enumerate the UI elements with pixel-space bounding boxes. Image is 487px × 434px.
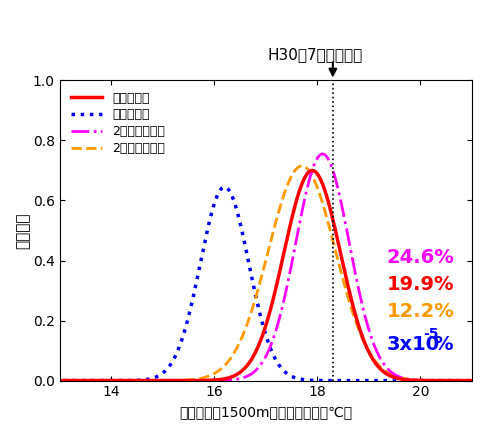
- Y-axis label: 発生頻度: 発生頻度: [15, 212, 30, 249]
- Text: 12.2%: 12.2%: [387, 302, 455, 321]
- X-axis label: 日本上空約1500mの月平均気温（℃）: 日本上空約1500mの月平均気温（℃）: [179, 405, 353, 419]
- Text: 24.6%: 24.6%: [387, 248, 455, 267]
- Text: 3x10: 3x10: [387, 335, 440, 354]
- Text: -5: -5: [423, 327, 438, 341]
- Text: H30年7月の解析値: H30年7月の解析値: [268, 47, 363, 62]
- Text: %: %: [433, 335, 453, 354]
- Text: 19.9%: 19.9%: [387, 275, 454, 294]
- Legend: 温暖化あり, 温暖化なし, 2段高気圧あり, 2段高気圧なし: 温暖化あり, 温暖化なし, 2段高気圧あり, 2段高気圧なし: [66, 87, 170, 160]
